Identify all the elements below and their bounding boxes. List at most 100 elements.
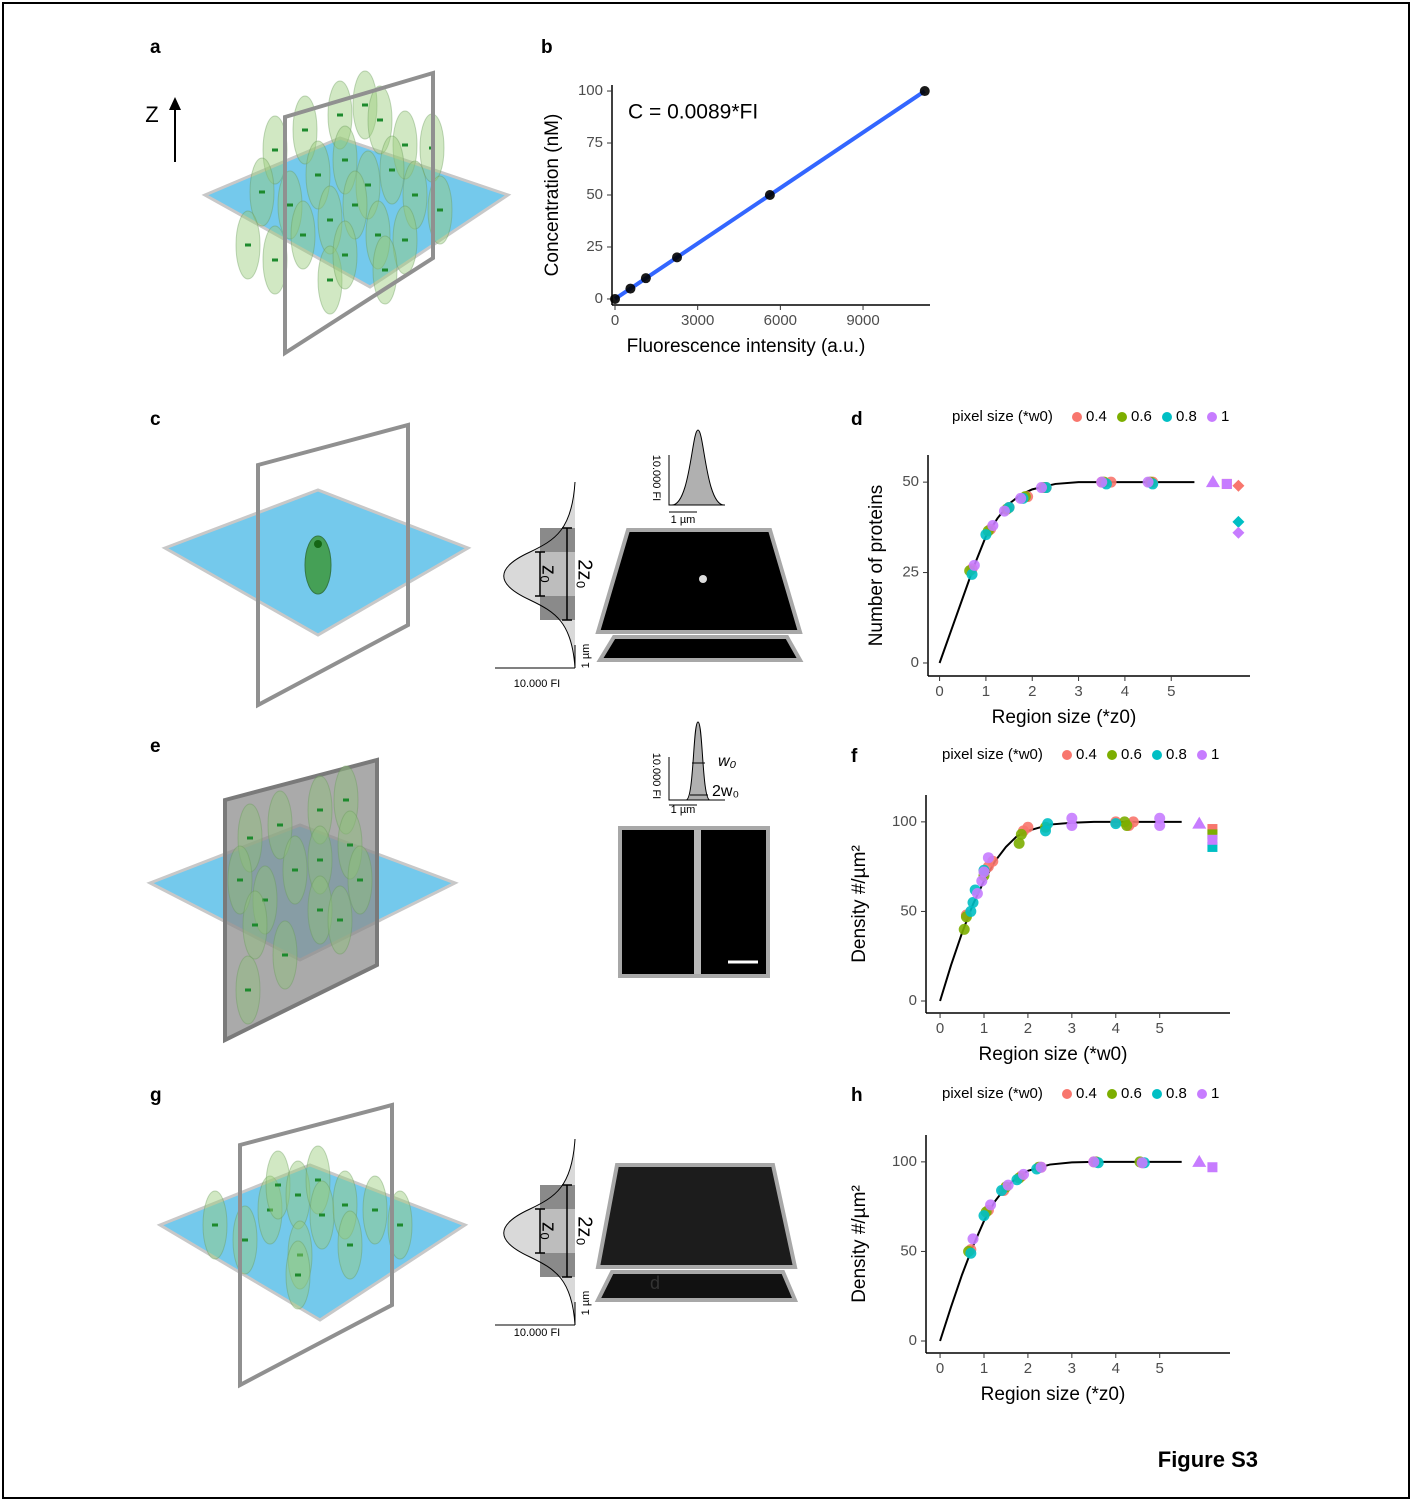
- y-tick-label: 0: [595, 290, 603, 307]
- data-point: [968, 1233, 979, 1244]
- data-point: [978, 1210, 989, 1221]
- fluorophore: [295, 1274, 301, 1277]
- y-tick-label: 100: [578, 82, 603, 99]
- fluorophore: [242, 1239, 248, 1242]
- x-tick-label: 4: [1112, 1020, 1120, 1037]
- fluorophore: [357, 879, 363, 882]
- legend-label: 1: [1211, 746, 1219, 763]
- x-axis-title: Region size (*z0): [981, 1384, 1126, 1405]
- data-point: [1016, 829, 1027, 840]
- scale-label: 10.000 FI: [514, 1327, 560, 1339]
- legend-swatch: [1152, 1089, 1162, 1099]
- fluorophore: [327, 279, 333, 282]
- y-axis-title: Density #/µm²: [849, 1185, 870, 1303]
- y-tick-label: 50: [586, 186, 603, 203]
- fluorophore: [362, 104, 368, 107]
- fluorophore: [275, 1184, 281, 1187]
- legend-label: 0.8: [1176, 408, 1197, 425]
- fluorophore: [342, 254, 348, 257]
- fluorophore: [337, 114, 343, 117]
- data-point: [1036, 1162, 1047, 1173]
- scale-label: 10.000 FI: [650, 455, 662, 501]
- fluorophore: [437, 209, 443, 212]
- data-point: [999, 506, 1010, 517]
- fluorophore: [252, 924, 258, 927]
- y-tick-label: 0: [909, 1332, 917, 1349]
- x-tick-label: 0: [935, 683, 943, 700]
- fluorophore: [295, 1194, 301, 1197]
- legend-label: 1: [1221, 408, 1229, 425]
- scale-label: 10.000 FI: [514, 678, 560, 690]
- data-point: [625, 284, 635, 294]
- x-tick-label: 9000: [846, 312, 879, 329]
- data-point: [1121, 820, 1132, 831]
- marker: [1207, 835, 1217, 845]
- z0-label: z₀: [538, 565, 560, 583]
- x-tick-label: 5: [1156, 1020, 1164, 1037]
- data-point: [987, 520, 998, 531]
- fluorophore: [337, 919, 343, 922]
- panel-label: c: [150, 409, 161, 430]
- y-tick-label: 0: [911, 654, 919, 671]
- panel-label: e: [150, 736, 161, 757]
- legend-label: 1: [1211, 1085, 1219, 1102]
- y-tick-label: 25: [902, 564, 919, 581]
- data-point: [972, 888, 983, 899]
- fluorophore: [342, 159, 348, 162]
- fluorophore: [272, 149, 278, 152]
- y-tick-label: 100: [892, 1153, 917, 1170]
- x-tick-label: 2: [1024, 1360, 1032, 1377]
- y-axis-title: Number of proteins: [866, 485, 887, 647]
- legend-swatch: [1197, 1089, 1207, 1099]
- marker: [1222, 479, 1232, 489]
- image-slice: [598, 1272, 795, 1300]
- data-point: [641, 273, 651, 283]
- fluorophore: [343, 799, 349, 802]
- data-point: [965, 1248, 976, 1259]
- x-tick-label: 4: [1121, 683, 1129, 700]
- figure-label: Figure S3: [1158, 1447, 1258, 1472]
- image-slice: [598, 1165, 795, 1267]
- legend-swatch: [1162, 412, 1172, 422]
- panel-label: b: [541, 37, 553, 58]
- x-tick-label: 0: [611, 312, 619, 329]
- fluorophore: [412, 194, 418, 197]
- fluorophore: [372, 1209, 378, 1212]
- scale-label: 1 µm: [580, 1291, 592, 1316]
- legend-label: 0.4: [1076, 746, 1097, 763]
- data-point: [980, 529, 991, 540]
- y-tick-label: 50: [902, 473, 919, 490]
- image-mark: d: [650, 1273, 660, 1293]
- fluorophore: [319, 1214, 325, 1217]
- fluorophore: [277, 824, 283, 827]
- fluorophore: [375, 234, 381, 237]
- fluorophore: [317, 909, 323, 912]
- scale-label: 1 µm: [580, 644, 592, 669]
- legend-swatch: [1072, 412, 1082, 422]
- legend-label: 0.8: [1166, 746, 1187, 763]
- fluorophore: [247, 837, 253, 840]
- legend-swatch: [1062, 750, 1072, 760]
- fluorophore: [314, 540, 322, 548]
- data-point: [1042, 818, 1053, 829]
- x-tick-label: 1: [980, 1360, 988, 1377]
- x-axis-title: Fluorescence intensity (a.u.): [627, 336, 866, 357]
- axis-label: Z: [145, 102, 158, 127]
- w0-label: w₀: [718, 753, 737, 770]
- fluorophore: [317, 859, 323, 862]
- fluorophore: [237, 879, 243, 882]
- fluorophore: [377, 119, 383, 122]
- data-point: [983, 852, 994, 863]
- data-point: [1036, 482, 1047, 493]
- y-tick-label: 0: [909, 992, 917, 1009]
- data-point: [1015, 493, 1026, 504]
- fluorophore: [347, 844, 353, 847]
- x-tick-label: 0: [936, 1020, 944, 1037]
- legend-swatch: [1107, 1089, 1117, 1099]
- legend-label: 0.6: [1121, 1085, 1142, 1102]
- x-tick-label: 1: [980, 1020, 988, 1037]
- legend-swatch: [1107, 750, 1117, 760]
- fluorophore: [259, 191, 265, 194]
- data-point: [1137, 1157, 1148, 1168]
- data-point: [959, 924, 970, 935]
